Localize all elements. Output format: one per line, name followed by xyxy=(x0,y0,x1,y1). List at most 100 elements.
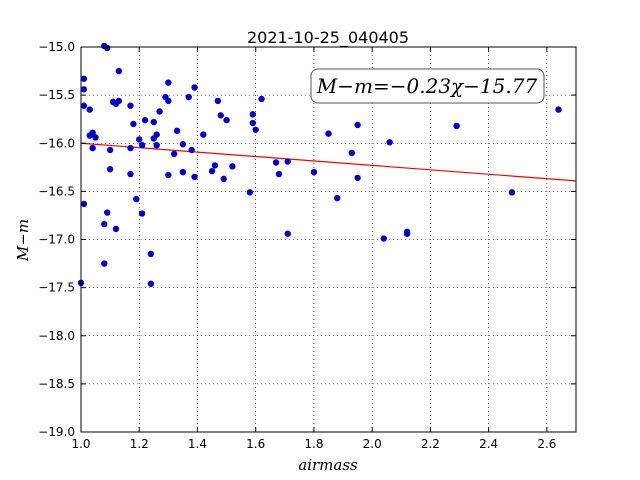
data-point xyxy=(200,131,207,138)
data-point xyxy=(115,67,123,75)
data-point xyxy=(223,116,230,124)
data-point xyxy=(508,189,516,196)
y-tick-label: −16.0 xyxy=(38,136,75,150)
data-point xyxy=(141,116,149,124)
data-point xyxy=(89,144,96,152)
x-tick-label: 1.4 xyxy=(188,437,207,451)
data-point xyxy=(453,122,460,130)
data-point xyxy=(284,230,291,237)
data-points xyxy=(77,43,562,287)
data-point xyxy=(217,112,224,119)
data-point xyxy=(249,111,256,118)
data-point xyxy=(106,146,114,154)
data-point xyxy=(310,168,318,176)
data-point xyxy=(130,120,137,128)
data-point xyxy=(249,119,256,127)
data-point xyxy=(104,44,111,52)
data-point xyxy=(191,84,198,91)
data-point xyxy=(354,174,361,182)
data-point xyxy=(208,167,216,175)
data-point xyxy=(386,139,393,146)
annotation-box: M−m=−0.23χ−15.77 xyxy=(310,68,545,104)
y-tick-label: −17.5 xyxy=(38,281,75,295)
x-tick-label: 2.6 xyxy=(537,437,556,451)
data-point xyxy=(147,280,155,287)
y-tick-label: −17.0 xyxy=(38,233,75,247)
data-point xyxy=(106,166,114,173)
data-point xyxy=(153,141,160,149)
data-point xyxy=(86,106,93,113)
data-point xyxy=(165,171,172,179)
data-point xyxy=(191,173,198,181)
x-tick-label: 2.4 xyxy=(479,437,498,451)
data-point xyxy=(136,136,143,143)
y-tick-label: −15.0 xyxy=(38,40,75,54)
y-axis-label: M−m xyxy=(14,219,32,262)
data-point xyxy=(179,141,187,148)
data-point xyxy=(214,97,222,105)
data-point xyxy=(138,141,146,149)
data-point xyxy=(101,220,108,228)
data-point xyxy=(380,235,388,242)
data-point xyxy=(188,146,195,154)
x-tick-label: 2.2 xyxy=(421,437,440,451)
data-point xyxy=(127,170,134,178)
data-point xyxy=(173,127,181,134)
y-tick-label: −19.0 xyxy=(38,425,75,439)
axis-ticks xyxy=(80,46,576,433)
data-point xyxy=(80,102,88,109)
data-point xyxy=(127,102,134,109)
data-point xyxy=(92,134,99,141)
x-tick-labels: 1.0 1.2 1.4 1.6 1.8 2.0 2.2 2.4 2.6 xyxy=(71,437,556,451)
data-point xyxy=(147,250,155,258)
y-tick-label: −18.5 xyxy=(38,377,75,391)
y-tick-label: −18.0 xyxy=(38,329,75,343)
data-point xyxy=(246,189,254,196)
data-point xyxy=(284,158,291,165)
x-tick-label: 1.0 xyxy=(71,437,90,451)
data-point xyxy=(272,159,280,166)
y-tick-labels: −15.0 −15.5 −16.0 −16.5 −17.0 −17.5 −18.0 −18.5… xyxy=(38,40,75,439)
x-tick-label: 1.8 xyxy=(304,437,323,451)
data-point xyxy=(165,97,172,105)
data-point xyxy=(133,195,140,203)
data-point xyxy=(165,79,172,86)
data-point xyxy=(80,200,88,208)
data-point xyxy=(80,75,88,82)
x-tick-label: 2.0 xyxy=(363,437,382,451)
data-point xyxy=(348,149,355,157)
data-point xyxy=(101,260,108,267)
data-point xyxy=(127,144,134,152)
x-tick-label: 1.2 xyxy=(130,437,149,451)
grid xyxy=(81,47,576,432)
data-point xyxy=(150,118,157,126)
data-point xyxy=(229,163,236,170)
data-point xyxy=(211,162,219,169)
data-point xyxy=(325,130,332,137)
data-point xyxy=(354,121,361,129)
data-point xyxy=(153,131,160,138)
data-point xyxy=(104,209,111,216)
x-tick-label: 1.6 xyxy=(246,437,265,451)
data-point xyxy=(334,194,341,202)
data-point xyxy=(185,93,192,101)
chart-title: 2021-10-25_040405 xyxy=(247,28,409,48)
data-point xyxy=(252,126,259,133)
data-point xyxy=(89,129,96,136)
data-point xyxy=(220,175,227,183)
data-point xyxy=(555,106,562,113)
y-tick-label: −16.5 xyxy=(38,184,75,198)
data-point xyxy=(403,228,411,235)
data-point xyxy=(138,210,146,217)
fit-line xyxy=(80,142,577,182)
data-point xyxy=(170,150,178,158)
fit-line-layer xyxy=(80,142,577,182)
data-point xyxy=(275,170,283,178)
data-point xyxy=(179,168,187,176)
fit-equation: M−m=−0.23χ−15.77 xyxy=(316,74,538,98)
data-point xyxy=(115,97,123,105)
data-point xyxy=(258,95,265,103)
y-tick-label: −15.5 xyxy=(38,88,75,102)
data-point xyxy=(80,86,88,93)
